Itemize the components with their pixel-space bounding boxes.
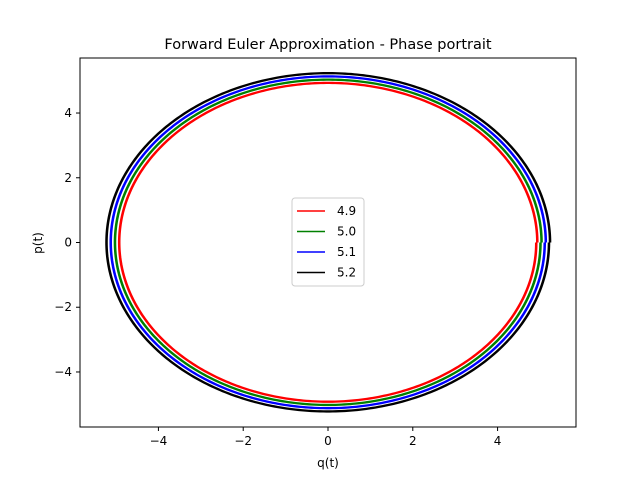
y-tick-label: 4 bbox=[64, 106, 72, 120]
x-tick-label: 2 bbox=[409, 434, 417, 448]
y-tick-label: 0 bbox=[64, 236, 72, 250]
x-axis-ticks: −4 −2 0 2 4 bbox=[150, 427, 502, 448]
series-layer bbox=[105, 72, 552, 413]
series-line-0 bbox=[117, 81, 539, 403]
x-tick-label: 4 bbox=[494, 434, 502, 448]
x-tick-label: 0 bbox=[324, 434, 332, 448]
legend-label: 5.0 bbox=[337, 225, 356, 239]
y-tick-label: −2 bbox=[54, 300, 72, 314]
legend-label: 5.1 bbox=[337, 245, 356, 259]
y-tick-label: 2 bbox=[64, 171, 72, 185]
x-axis-label: q(t) bbox=[317, 456, 339, 470]
x-tick-label: −2 bbox=[234, 434, 252, 448]
legend-label: 5.2 bbox=[337, 266, 356, 280]
y-axis-ticks: −4 −2 0 2 4 bbox=[54, 106, 80, 379]
legend-label: 4.9 bbox=[337, 204, 356, 218]
series-line-2 bbox=[109, 75, 548, 410]
legend: 4.9 5.0 5.1 5.2 bbox=[291, 197, 365, 287]
series-line-3 bbox=[105, 72, 552, 413]
chart-title: Forward Euler Approximation - Phase port… bbox=[164, 37, 492, 53]
x-tick-label: −4 bbox=[150, 434, 168, 448]
series-line-1 bbox=[113, 78, 543, 407]
y-axis-label: p(t) bbox=[31, 232, 45, 254]
legend-box bbox=[291, 197, 365, 287]
y-tick-label: −4 bbox=[54, 365, 72, 379]
